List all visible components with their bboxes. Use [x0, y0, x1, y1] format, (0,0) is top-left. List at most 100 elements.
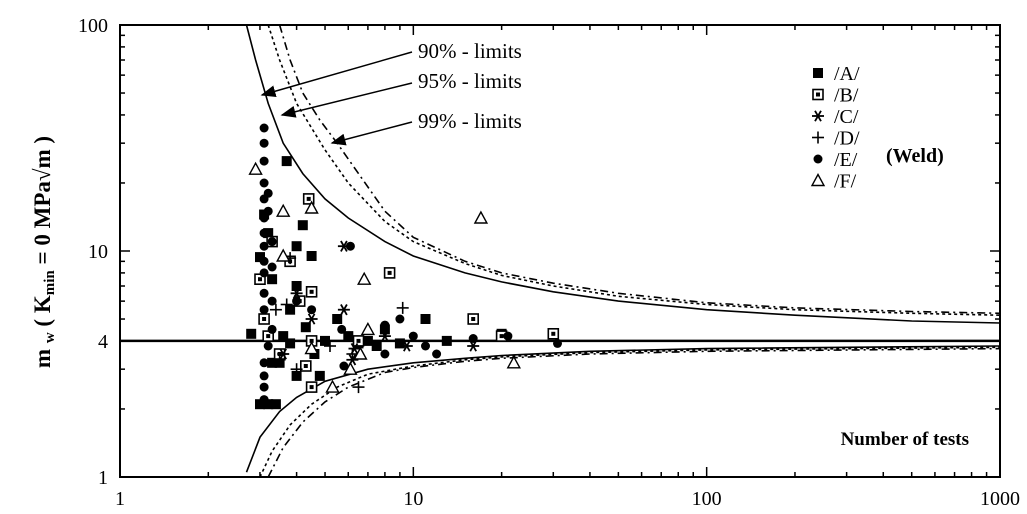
data-point: [345, 241, 355, 251]
limit-curves: [120, 24, 1001, 478]
data-point: [297, 220, 308, 231]
data-point: [263, 188, 273, 198]
data-point: [473, 210, 489, 224]
data-point: [304, 200, 319, 214]
y-tick-label: 10: [88, 241, 108, 263]
plot-frame: [119, 24, 1001, 478]
data-point: [299, 360, 312, 372]
limit-arrow-3: [330, 121, 413, 146]
limit-arrow-2: [280, 82, 413, 118]
data-point: [267, 274, 278, 285]
legend-marker-C: [812, 110, 824, 122]
data-point: [352, 335, 365, 347]
data-point: [380, 320, 390, 330]
data-point: [259, 123, 269, 133]
limit-curve-90-lower: [245, 345, 1001, 473]
data-point: [259, 213, 269, 223]
data-point: [337, 324, 347, 334]
weld-label: (Weld): [886, 145, 944, 167]
data-point: [394, 338, 405, 349]
limit-curve-99-lower: [267, 347, 1001, 478]
data-point: [378, 330, 391, 342]
data-point: [300, 322, 311, 333]
x-tick-label: 10: [403, 488, 423, 510]
data-points: [246, 123, 562, 410]
data-point: [332, 314, 343, 324]
data-point: [371, 341, 382, 351]
series-F: [248, 161, 521, 393]
number-of-tests-label: Number of tests: [841, 429, 969, 450]
data-point: [259, 241, 269, 251]
data-point: [395, 314, 405, 324]
data-point: [383, 267, 396, 279]
series-D: [269, 252, 409, 394]
legend-marker-D: [812, 131, 824, 144]
data-point: [292, 296, 302, 306]
annotations: [260, 51, 413, 146]
data-point: [259, 305, 269, 315]
data-point: [337, 304, 350, 316]
limit-arrow-1: [260, 51, 413, 98]
legend-label: /D/: [834, 128, 860, 150]
legend-marker-F: [810, 173, 826, 187]
data-point: [503, 331, 513, 341]
data-point: [267, 237, 277, 247]
data-point: [325, 379, 340, 393]
data-point: [343, 331, 354, 342]
data-point: [396, 301, 409, 314]
series-A: [246, 156, 507, 410]
data-point: [267, 324, 277, 334]
data-point: [259, 156, 269, 166]
data-point: [259, 256, 269, 266]
data-point: [467, 313, 480, 325]
data-point: [357, 271, 372, 285]
data-point: [291, 281, 302, 291]
data-point: [553, 338, 562, 348]
limit-curve-95-upper: [267, 24, 1001, 316]
data-point: [276, 203, 291, 217]
data-point: [307, 305, 317, 315]
limit-curve-95-lower: [259, 346, 1001, 478]
y-axis-label: m w ( Kmin = 0 MPa√m ): [30, 136, 58, 368]
data-point: [280, 298, 293, 311]
data-point: [547, 327, 560, 340]
data-point: [441, 335, 452, 346]
data-point: [255, 252, 265, 263]
limit-label-99: 99% - limits: [418, 109, 522, 133]
y-tick-label: 4: [98, 331, 108, 353]
x-tick-label: 100: [692, 488, 722, 510]
data-point: [408, 331, 418, 341]
data-point: [290, 363, 303, 376]
data-point: [259, 358, 269, 368]
legend-label: /F/: [834, 171, 857, 193]
data-point: [259, 178, 269, 188]
data-point: [255, 399, 265, 410]
legend-label: /C/: [834, 106, 859, 128]
plot-border: [119, 24, 1001, 478]
data-point: [246, 328, 257, 339]
data-point: [467, 340, 480, 352]
data-point: [273, 353, 286, 366]
data-point: [281, 156, 292, 167]
data-point: [285, 338, 296, 349]
data-point: [258, 313, 270, 325]
data-point: [276, 248, 291, 262]
data-point: [269, 303, 282, 316]
data-point: [259, 382, 269, 392]
data-point: [259, 371, 269, 381]
data-point: [314, 370, 325, 381]
data-point: [291, 241, 302, 252]
data-point: [270, 399, 281, 410]
legend-marker-B: [812, 88, 824, 101]
data-point: [263, 206, 273, 216]
data-point: [267, 357, 278, 368]
data-point: [278, 331, 289, 342]
data-point: [324, 340, 336, 352]
data-point: [343, 361, 358, 375]
legend-label: /B/: [834, 85, 859, 107]
legend-marker-A: [813, 68, 823, 78]
data-point: [362, 335, 373, 346]
y-axis: 1 4 10 100: [78, 15, 1000, 489]
data-point: [305, 285, 318, 298]
